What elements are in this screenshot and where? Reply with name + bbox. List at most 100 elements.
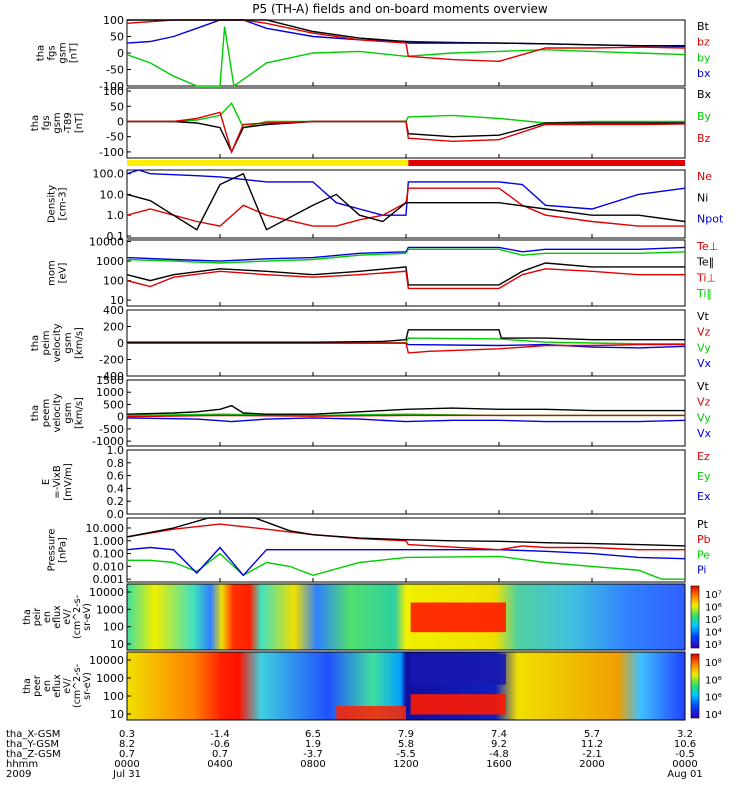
panel-frame xyxy=(126,19,686,87)
y-tick-label: 0.010 xyxy=(93,560,125,573)
series-line xyxy=(127,111,686,154)
y-tick-label: 1000 xyxy=(96,603,124,616)
series-line xyxy=(126,404,685,415)
x-row-value: -4.8 xyxy=(489,749,509,760)
x-row-value: -2.1 xyxy=(582,749,602,760)
y-tick-label: 50 xyxy=(110,31,124,44)
legend-vy: Vy xyxy=(697,411,711,424)
quality-bar-red xyxy=(408,160,685,166)
y-tick-label: 10000 xyxy=(89,586,124,599)
y-axis-label: Pressure xyxy=(47,529,58,572)
x-row-value: 10.6 xyxy=(674,739,696,750)
y-tick-label: -500 xyxy=(99,423,124,436)
y-tick-label: -200 xyxy=(99,354,124,367)
legend-pt: Pt xyxy=(697,518,709,531)
y-axis-label: velocity xyxy=(52,323,63,362)
y-tick-label: -50 xyxy=(106,131,124,144)
y-tick-label: 100 xyxy=(103,621,124,634)
y-tick-label: 400 xyxy=(103,304,124,317)
y-tick-label: 100 xyxy=(103,275,124,288)
spectrogram-band xyxy=(410,694,506,715)
y-axis-label: [cm-3] xyxy=(58,187,69,220)
colorbar-tick-label: 10⁶ xyxy=(705,675,722,686)
y-axis-label: tha xyxy=(22,609,33,625)
y-tick-label: 0.1 xyxy=(107,230,125,243)
x-row-value: 0000 xyxy=(114,759,139,770)
y-tick-label: 0.6 xyxy=(107,470,125,483)
y-tick-label: -50 xyxy=(106,64,124,77)
legend-ti‖: Ti‖ xyxy=(696,287,712,300)
panel-2: 100.0 10.0 1.0 0.1 Density [cm-3] Ne Ni Npot xyxy=(47,168,724,243)
y-axis-label: peir xyxy=(32,608,43,627)
legend-vy: Vy xyxy=(697,341,711,354)
panel-0: 100 50 0 -50 -100 tha fgs gsm [nT] Bt bz by bx xyxy=(36,14,711,93)
y-axis-label: eflux xyxy=(52,674,63,698)
y-tick-label: 0 xyxy=(117,47,124,60)
y-tick-label: 0.8 xyxy=(107,457,125,470)
y-tick-label: 0 xyxy=(117,411,124,424)
y-tick-label: -400 xyxy=(99,370,124,383)
x-row-value: Aug 01 xyxy=(667,769,702,780)
colorbar-tick-label: 10⁶ xyxy=(705,693,722,704)
legend-te⊥: Te⊥ xyxy=(696,240,718,253)
legend-bx: bx xyxy=(697,67,711,80)
y-tick-label: 10 xyxy=(110,708,124,721)
x-row-label: tha_Y-GSM xyxy=(6,739,59,750)
panel-6: 1.00.80.60.40.20.0 E =-VixB [mV/m] Ez Ey Ex xyxy=(41,444,711,521)
colorbar-tick-label: 10⁶ xyxy=(705,603,722,614)
panel-frame xyxy=(126,379,686,447)
x-row-value: 0000 xyxy=(672,759,697,770)
x-row-value: 0.7 xyxy=(119,749,135,760)
y-axis-label: en xyxy=(42,611,53,623)
y-tick-label: 0.100 xyxy=(93,548,125,561)
y-axis-label: -T89 xyxy=(63,112,74,134)
legend-ex: Ex xyxy=(697,490,711,503)
series-line xyxy=(126,248,686,264)
y-axis-label: en xyxy=(42,680,53,692)
series-line xyxy=(126,546,686,577)
y-tick-label: 1500 xyxy=(96,374,124,387)
y-tick-label: 10000 xyxy=(89,654,124,667)
x-row-value: 0.7 xyxy=(212,749,228,760)
x-row-value: -3.7 xyxy=(303,749,323,760)
x-row-value: 11.2 xyxy=(581,739,603,750)
spectrogram-band xyxy=(410,602,506,633)
colorbar-tick-label: 10⁴ xyxy=(705,710,722,721)
y-tick-label: 0.4 xyxy=(107,482,125,495)
x-row-value: 1600 xyxy=(486,759,511,770)
y-tick-label: 100 xyxy=(103,14,124,27)
panel-4: 400 200 0 -200 -400 tha peim velocity gsm [km/s] V… xyxy=(30,304,712,383)
colorbar xyxy=(690,585,700,649)
spectrogram-band-high xyxy=(410,654,506,685)
spectrogram-band-low xyxy=(336,706,406,720)
y-axis-label: [nPa] xyxy=(58,537,69,563)
x-row-value: 0400 xyxy=(207,759,232,770)
x-row-label: 2009 xyxy=(6,769,31,780)
legend-ni: Ni xyxy=(697,191,708,204)
series-line xyxy=(126,187,685,227)
x-row-value: 1.9 xyxy=(305,739,321,750)
x-row-value: 6.5 xyxy=(305,729,321,740)
y-axis-label: (cm^2-s- xyxy=(72,664,83,708)
colorbar-tick-label: 10⁵ xyxy=(705,615,722,626)
spectrogram-frame xyxy=(126,651,686,721)
legend-vt: Vt xyxy=(697,380,710,393)
y-tick-label: 100 xyxy=(103,690,124,703)
spectrogram-0: 10000 1000 100 10 tha peir en eflux eV/(cm^2-s-s… xyxy=(22,583,722,651)
y-axis-label: mom xyxy=(47,260,58,286)
y-axis-label: peim xyxy=(41,330,52,355)
y-axis-label: sr-eV) xyxy=(82,672,93,700)
legend-bz: bz xyxy=(697,36,710,49)
y-axis-label: peem xyxy=(41,399,52,427)
legend-pi: Pi xyxy=(697,564,706,577)
y-tick-label: 1000 xyxy=(96,386,124,399)
y-tick-label: 1000 xyxy=(96,672,124,685)
y-axis-label: gsm xyxy=(63,402,74,423)
y-tick-label: 100 xyxy=(103,85,124,98)
y-tick-label: -1000 xyxy=(92,435,124,448)
y-axis-label: fgs xyxy=(47,45,58,60)
y-tick-label: 1.0 xyxy=(107,209,125,222)
y-axis-label: tha xyxy=(36,45,47,61)
